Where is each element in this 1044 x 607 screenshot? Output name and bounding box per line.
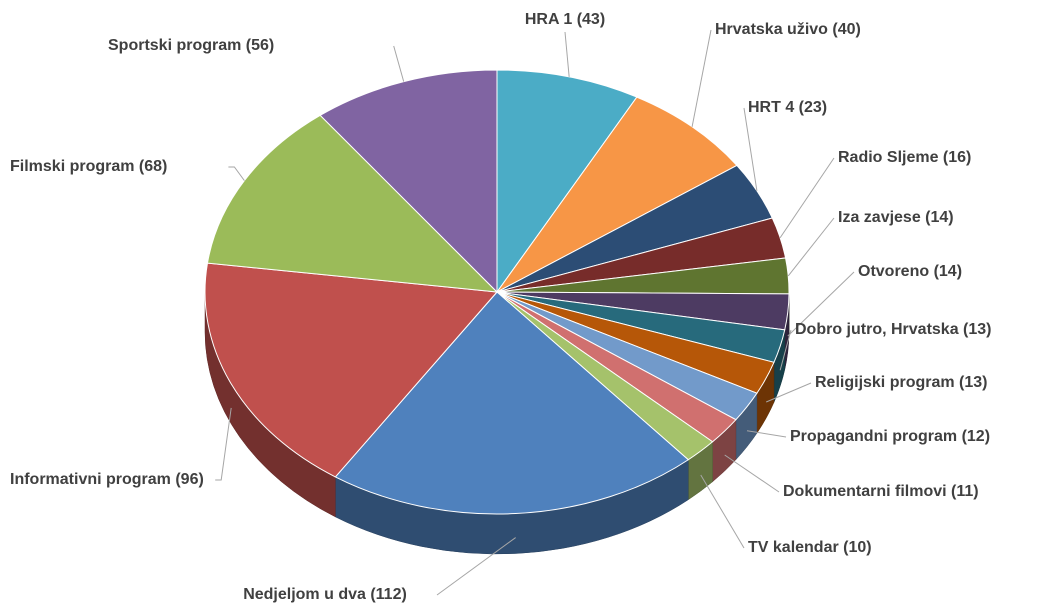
leader-line [691, 29, 712, 127]
leader-line [779, 157, 835, 239]
data-label: Radio Sljeme (16) [838, 149, 971, 166]
data-label: Nedjeljom u dva (112) [243, 586, 407, 603]
leader-line [436, 537, 516, 596]
data-label: Informativni program (96) [10, 471, 204, 488]
leader-line [779, 329, 792, 371]
data-label: HRA 1 (43) [525, 11, 605, 28]
data-label: TV kalendar (10) [748, 539, 872, 556]
data-label: HRT 4 (23) [748, 99, 827, 116]
data-label: Filmski program (68) [10, 158, 167, 175]
leader-line [743, 107, 758, 191]
data-label: Religijski program (13) [815, 374, 988, 391]
leader-line [766, 382, 812, 403]
data-label: Otvoreno (14) [858, 263, 962, 280]
slice [496, 69, 638, 294]
leader-line [700, 474, 745, 549]
leader-line [746, 430, 787, 438]
slice [204, 262, 499, 478]
data-label: Propagandni program (12) [790, 428, 990, 445]
slice [206, 114, 499, 293]
data-label: Sportski program (56) [108, 37, 274, 54]
leader-line [228, 166, 245, 181]
leader-line [787, 217, 835, 277]
leader-line [215, 407, 232, 481]
leader-line [724, 454, 780, 493]
data-label: Hrvatska uživo (40) [715, 21, 861, 38]
leader-line [393, 45, 405, 82]
leader-line [564, 31, 570, 77]
data-label: Iza zavjese (14) [838, 209, 954, 226]
slice [334, 291, 690, 515]
data-label: Dobro jutro, Hrvatska (13) [795, 321, 991, 338]
data-label: Dokumentarni filmovi (11) [783, 483, 979, 500]
leader-line [787, 271, 855, 337]
